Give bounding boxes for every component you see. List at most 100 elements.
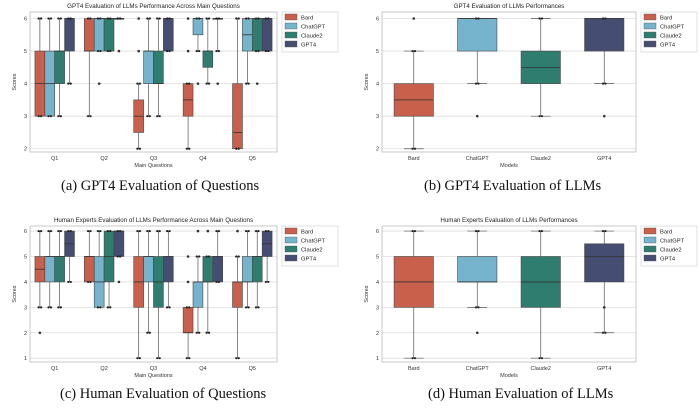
data-point — [166, 17, 169, 20]
data-point — [601, 82, 605, 85]
data-point — [198, 17, 201, 20]
box-chatgpt-bard — [457, 17, 498, 118]
data-point — [604, 229, 607, 233]
legend-swatch-claude2 — [643, 245, 657, 253]
data-point — [59, 306, 62, 309]
legend-swatch-gpt4 — [284, 254, 298, 262]
y-tick-label: 6 — [376, 229, 379, 235]
data-point — [59, 229, 62, 233]
data-point — [99, 229, 102, 233]
data-point — [247, 229, 250, 233]
box-gpt4-bard — [584, 17, 625, 118]
legend-swatch-claude2 — [643, 31, 657, 39]
data-point — [106, 17, 109, 20]
legend-swatch-bard — [643, 13, 657, 21]
box-claude2-q5 — [252, 229, 263, 309]
legend-label-gpt4: GPT4 — [660, 42, 676, 48]
data-point — [474, 17, 478, 20]
data-point — [205, 255, 208, 258]
data-point — [148, 331, 151, 334]
data-point — [477, 229, 480, 233]
data-point — [411, 49, 414, 53]
y-tick-label: 2 — [24, 331, 27, 337]
x-tick-label: ChatGPT — [466, 156, 490, 162]
data-point — [245, 229, 248, 233]
data-point — [604, 331, 607, 334]
chart-panel-b: GPT4 Evaluation of LLMs Performances 2 3 4 5… — [364, 3, 698, 169]
legend-label-bard: Bard — [301, 229, 313, 235]
legend-label-bard: Bard — [660, 229, 672, 235]
data-point — [235, 17, 238, 20]
y-axis-label: Scores — [364, 73, 370, 90]
outlier-point — [117, 280, 121, 284]
data-point — [136, 82, 139, 85]
data-point — [237, 147, 240, 150]
data-point — [247, 82, 250, 85]
box-claude2-q5 — [252, 17, 263, 85]
box-gpt4-q3 — [163, 229, 174, 309]
box-claude2-q4 — [202, 17, 214, 85]
legend-label-claude2: Claude2 — [660, 247, 682, 253]
outlier-point — [475, 331, 479, 335]
data-point — [411, 357, 414, 360]
data-point — [109, 306, 112, 309]
data-point — [538, 229, 541, 233]
box-iqr — [252, 18, 263, 52]
data-point — [146, 229, 149, 233]
box-gpt4-q2 — [113, 17, 125, 53]
y-tick-label: 5 — [24, 49, 27, 55]
data-point — [188, 306, 191, 309]
data-point — [86, 229, 90, 233]
data-point — [39, 17, 43, 20]
legend-label-chatgpt: ChatGPT — [660, 238, 685, 244]
y-tick-label: 3 — [24, 305, 27, 311]
x-tick-label: Claude2 — [531, 366, 552, 372]
box-claude2-q3 — [153, 17, 164, 118]
outlier-point — [475, 114, 479, 118]
data-point — [215, 49, 218, 53]
data-point — [168, 17, 171, 20]
chart-title: Human Experts Evaluation of LLMs Perform… — [440, 217, 577, 224]
data-point — [106, 306, 109, 309]
data-point — [207, 255, 211, 258]
data-point — [57, 229, 60, 233]
box-claude2-q3 — [153, 229, 164, 360]
box-iqr — [457, 18, 498, 52]
data-point — [474, 82, 478, 85]
box-chatgpt-q4 — [192, 229, 204, 334]
data-point — [474, 306, 478, 309]
data-point — [109, 229, 112, 233]
data-point — [146, 331, 149, 334]
data-point — [148, 17, 151, 20]
data-point — [148, 229, 151, 233]
data-point — [47, 17, 50, 20]
x-tick-label: Bard — [408, 156, 420, 162]
box-iqr — [242, 256, 253, 283]
data-point — [67, 82, 70, 85]
data-point — [146, 115, 149, 118]
y-axis-label: Scores — [12, 285, 18, 302]
outlier-point — [602, 306, 606, 309]
data-point — [217, 280, 221, 284]
data-point — [136, 147, 139, 150]
box-iqr — [93, 18, 105, 52]
data-point — [257, 17, 260, 20]
x-tick-label: Claude2 — [531, 156, 552, 162]
data-point — [477, 306, 480, 309]
box-chatgpt-q3 — [143, 17, 154, 118]
outlier-point — [196, 82, 200, 85]
data-point — [99, 306, 102, 309]
outlier-point — [186, 255, 190, 258]
box-bard-bard — [393, 229, 434, 360]
data-point — [96, 17, 100, 20]
data-point — [86, 17, 90, 20]
chart-panel-c: Human Experts Evaluation of LLMs Perform… — [12, 217, 339, 378]
data-point — [198, 331, 201, 334]
chart-title: Human Experts Evaluation of LLMs Perform… — [54, 217, 253, 224]
data-point — [477, 82, 480, 85]
data-point — [37, 115, 40, 118]
data-point — [247, 17, 250, 20]
x-tick-label: GPT4 — [597, 156, 611, 162]
data-point — [247, 306, 250, 309]
y-tick-label: 5 — [24, 255, 27, 261]
